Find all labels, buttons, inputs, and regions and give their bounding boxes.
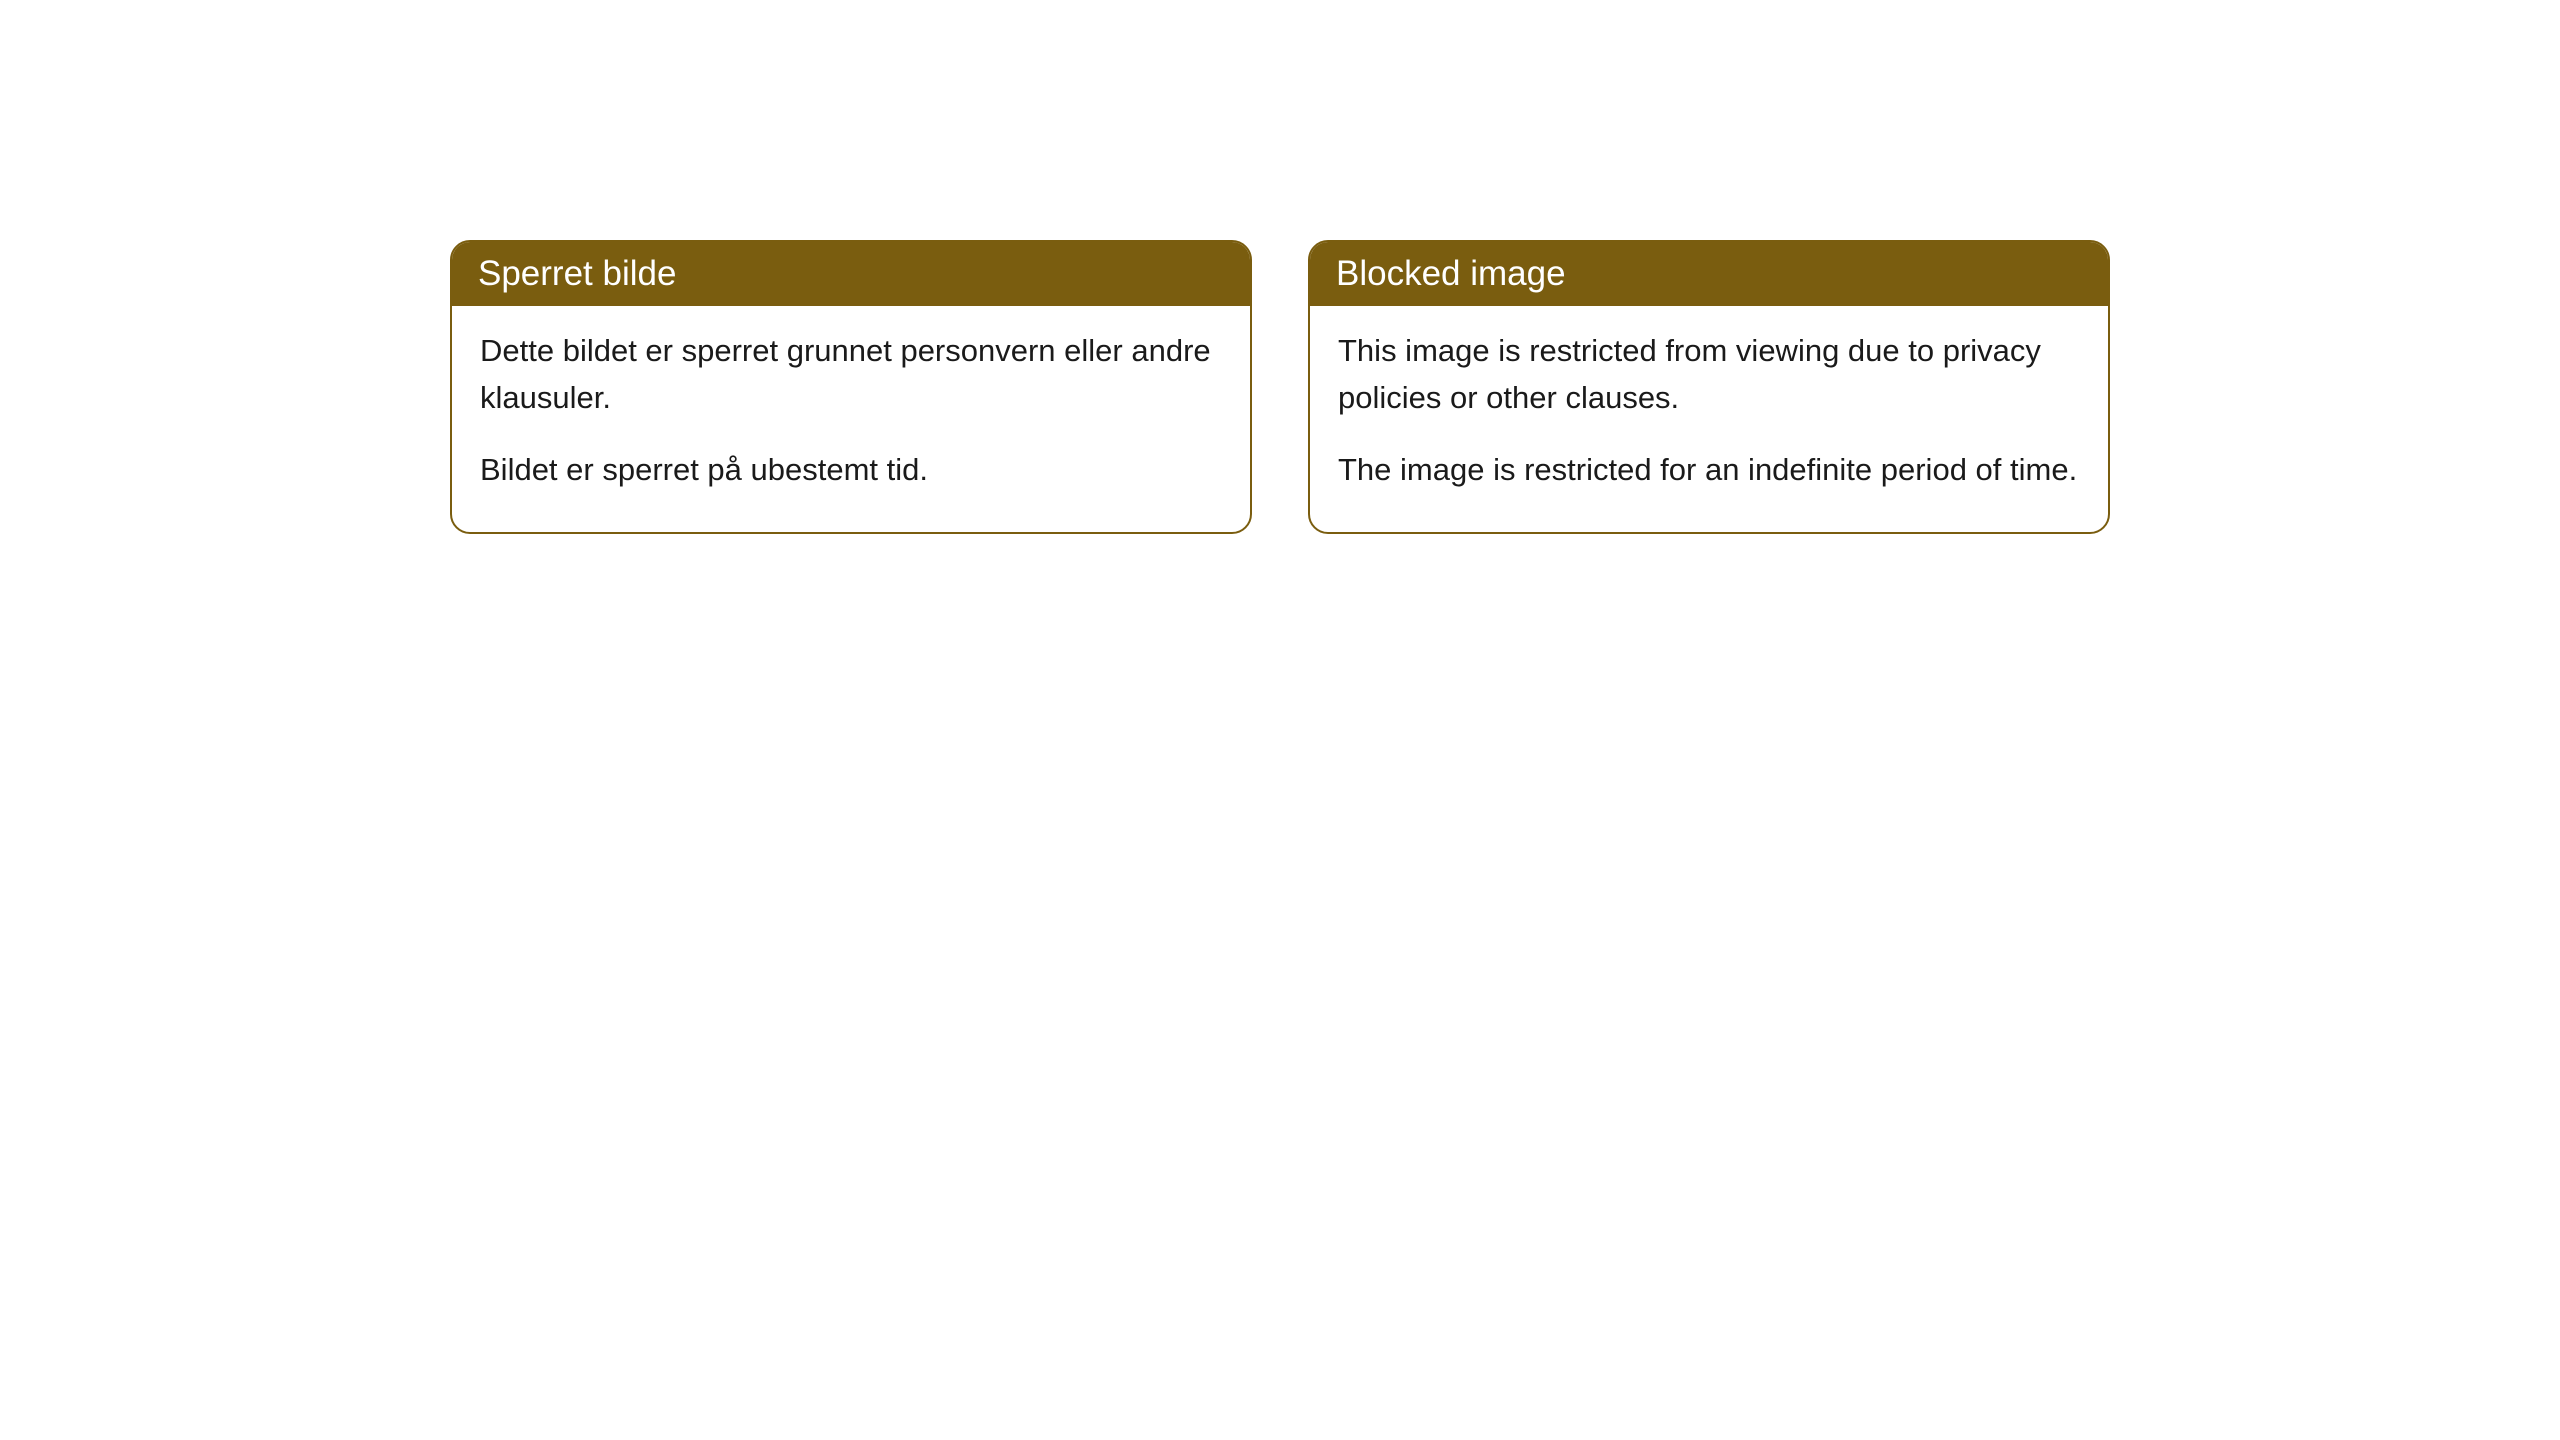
- card-paragraph-en-1: This image is restricted from viewing du…: [1338, 328, 2080, 421]
- card-header-no: Sperret bilde: [452, 242, 1250, 306]
- card-paragraph-en-2: The image is restricted for an indefinit…: [1338, 447, 2080, 494]
- card-title-en: Blocked image: [1336, 254, 1566, 293]
- card-body-no: Dette bildet er sperret grunnet personve…: [452, 306, 1250, 532]
- card-paragraph-no-1: Dette bildet er sperret grunnet personve…: [480, 328, 1222, 421]
- blocked-image-card-no: Sperret bilde Dette bildet er sperret gr…: [450, 240, 1252, 534]
- cards-container: Sperret bilde Dette bildet er sperret gr…: [450, 240, 2110, 534]
- card-paragraph-no-2: Bildet er sperret på ubestemt tid.: [480, 447, 1222, 494]
- card-title-no: Sperret bilde: [478, 254, 676, 293]
- blocked-image-card-en: Blocked image This image is restricted f…: [1308, 240, 2110, 534]
- card-body-en: This image is restricted from viewing du…: [1310, 306, 2108, 532]
- card-header-en: Blocked image: [1310, 242, 2108, 306]
